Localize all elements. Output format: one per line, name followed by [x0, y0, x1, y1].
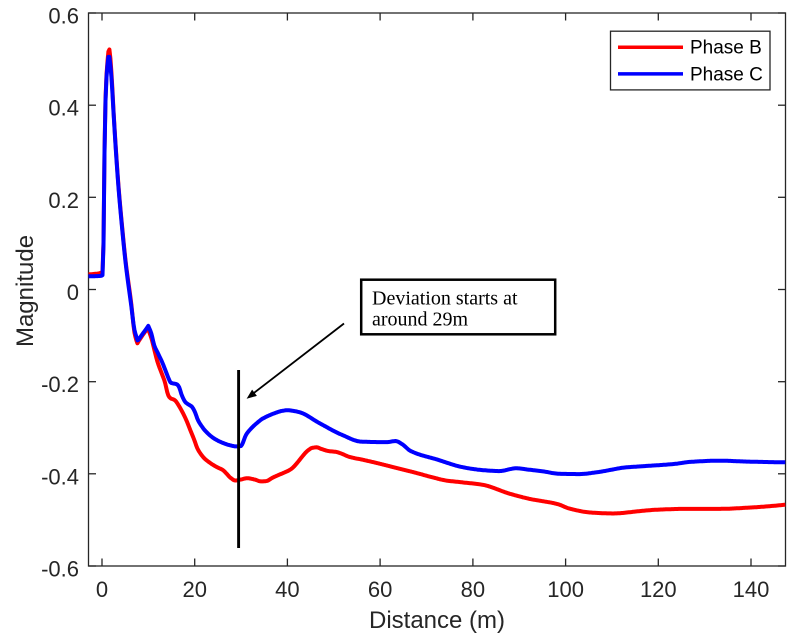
svg-text:20: 20 — [182, 577, 206, 602]
svg-text:0: 0 — [96, 577, 108, 602]
svg-text:100: 100 — [547, 577, 584, 602]
svg-text:-0.4: -0.4 — [41, 464, 79, 489]
svg-text:40: 40 — [275, 577, 299, 602]
svg-text:-0.6: -0.6 — [41, 557, 79, 582]
svg-text:0.6: 0.6 — [48, 4, 79, 29]
svg-text:-0.2: -0.2 — [41, 372, 79, 397]
svg-text:Distance (m): Distance (m) — [369, 607, 505, 634]
svg-text:Phase B: Phase B — [690, 38, 762, 59]
svg-text:around 29m: around 29m — [372, 309, 469, 331]
svg-text:140: 140 — [733, 577, 770, 602]
svg-text:Magnitude: Magnitude — [12, 235, 39, 347]
svg-text:80: 80 — [461, 577, 485, 602]
svg-text:0: 0 — [67, 280, 79, 305]
svg-text:60: 60 — [368, 577, 392, 602]
svg-text:Phase C: Phase C — [690, 64, 763, 85]
svg-text:0.4: 0.4 — [48, 96, 79, 121]
svg-text:120: 120 — [640, 577, 677, 602]
svg-text:Deviation starts at: Deviation starts at — [372, 288, 518, 310]
svg-text:0.2: 0.2 — [48, 188, 79, 213]
